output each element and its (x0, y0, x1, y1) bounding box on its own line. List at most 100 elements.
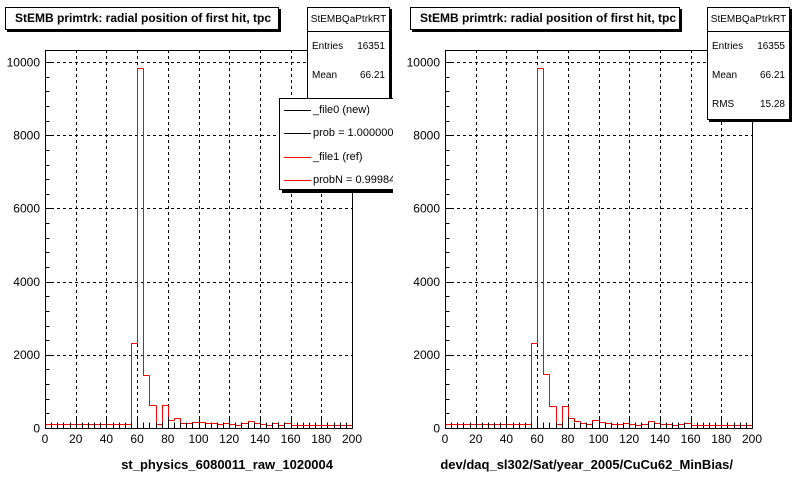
stats-label: Entries (712, 41, 744, 52)
stats-value: 16355 (757, 41, 785, 52)
y-tick-label: 0 (433, 421, 440, 435)
right-stats-mean-row: Mean 66.21 (708, 61, 789, 90)
histogram-bin (156, 405, 163, 425)
x-tick-label: 200 (342, 432, 362, 446)
histogram-bin (445, 424, 452, 429)
left-pad: 0 20 40 60 80 100 120 140 160 180 200 0 2000 4000 6000… (0, 0, 393, 480)
histogram-bin (162, 405, 169, 425)
histogram-bin (684, 423, 692, 425)
x-tick-label: 0 (442, 432, 449, 446)
left-stats-entries-row: Entries 16351 (308, 32, 389, 61)
x-tick-label: 20 (469, 432, 483, 446)
right-stats-name: StEMBQaPtrkRT (708, 8, 789, 32)
right-stats-rms-row: RMS 15.28 (708, 90, 789, 119)
histogram-bin (156, 405, 163, 425)
x-tick-label: 100 (588, 432, 608, 446)
x-tick-label: 0 (42, 432, 49, 446)
histogram-bin (556, 406, 563, 425)
legend-entry-prob: prob = 1.000000 (280, 125, 393, 141)
histogram-bin (229, 423, 236, 425)
histogram-bin (248, 421, 255, 424)
stats-label: RMS (712, 99, 735, 110)
histogram-bin (168, 405, 175, 421)
histogram-bin (137, 68, 144, 344)
legend-label: _file1 (ref) (313, 151, 363, 163)
histogram-bin (648, 421, 655, 425)
x-tick-label: 140 (250, 432, 270, 446)
histogram-bin (562, 406, 569, 425)
right-x-axis-title: dev/daq_sl302/Sat/year_2005/CuCu62_MinBi… (440, 457, 733, 472)
histogram-bin (586, 423, 593, 425)
histogram-bin (654, 421, 661, 424)
stats-label: Mean (712, 70, 738, 81)
histogram-bin (543, 68, 550, 375)
x-tick-label: 120 (219, 432, 239, 446)
x-tick-label: 200 (742, 432, 762, 446)
histogram-bin (260, 423, 267, 425)
x-tick-label: 40 (500, 432, 514, 446)
histogram-bin (149, 375, 157, 406)
histogram-bin (599, 420, 606, 423)
y-tick-label: 4000 (413, 275, 440, 289)
x-tick-label: 40 (100, 432, 114, 446)
histogram-bin (580, 421, 587, 424)
left-histogram-plot: 0 20 40 60 80 100 120 140 160 180 2000200040006000… (7, 50, 362, 446)
y-tick-label: 0 (33, 421, 40, 435)
x-tick-label: 60 (530, 432, 544, 446)
y-tick-label: 8000 (413, 129, 440, 143)
histogram-bin (235, 424, 242, 426)
histogram-bin (641, 424, 649, 426)
histogram-bin (45, 424, 52, 429)
histogram-bin (568, 406, 575, 419)
legend-label: probN = 0.99984 (313, 174, 393, 186)
legend-entry-ref: _file1 (ref) (280, 149, 393, 165)
histogram-bin (45, 424, 52, 429)
histogram-bin (168, 405, 175, 421)
x-tick-label: 80 (561, 432, 575, 446)
x-tick-label: 160 (681, 432, 701, 446)
histogram-bin (691, 423, 698, 426)
x-tick-label: 120 (619, 432, 639, 446)
histogram-bin (149, 375, 157, 406)
right-stats-box: StEMBQaPtrkRT Entries 16355 Mean 66.21 R… (707, 7, 790, 120)
histogram-bin (574, 418, 581, 422)
histogram-bin (611, 423, 618, 425)
histogram-bin (254, 421, 261, 424)
histogram-bin (217, 423, 224, 425)
left-plot-title: StEMB primtrk: radial position of first … (15, 11, 272, 25)
legend-line-sample (284, 157, 311, 158)
left-title-box: StEMB primtrk: radial position of first … (5, 7, 279, 30)
right-title-box: StEMB primtrk: radial position of first … (410, 7, 680, 30)
histogram-bin (629, 423, 636, 425)
x-tick-label: 60 (130, 432, 144, 446)
histogram-bin (241, 423, 249, 426)
x-tick-label: 180 (311, 432, 331, 446)
right-plot-title: StEMB primtrk: radial position of first … (420, 11, 677, 25)
histogram-bin (672, 424, 679, 426)
legend-line-sample (284, 133, 311, 134)
legend-entry-probn: probN = 0.99984 (280, 172, 393, 188)
left-x-axis-title: st_physics_6080011_raw_1020004 (121, 457, 333, 472)
plot-frame (445, 50, 753, 429)
y-tick-label: 6000 (413, 202, 440, 216)
histogram-bin (549, 374, 557, 407)
histogram-bin (592, 420, 600, 425)
histogram-bin (605, 422, 612, 424)
histogram-bin (174, 418, 181, 421)
histogram-bin (291, 423, 298, 426)
y-tick-label: 8000 (13, 129, 40, 143)
x-tick-label: 160 (281, 432, 301, 446)
stats-value: 66.21 (359, 70, 385, 81)
legend-entry-new: _file0 (new) (280, 102, 393, 118)
histogram-bin (223, 423, 230, 425)
histogram-bin (143, 68, 150, 376)
histogram-bin (272, 423, 279, 426)
histogram-bin (205, 422, 212, 424)
y-tick-label: 10000 (407, 55, 441, 69)
stats-value: 15.28 (759, 99, 785, 110)
x-tick-label: 20 (69, 432, 83, 446)
y-tick-label: 2000 (13, 348, 40, 362)
histogram-bin (278, 423, 285, 426)
histogram-bin (143, 68, 150, 376)
right-stats-entries-row: Entries 16355 (708, 32, 789, 61)
